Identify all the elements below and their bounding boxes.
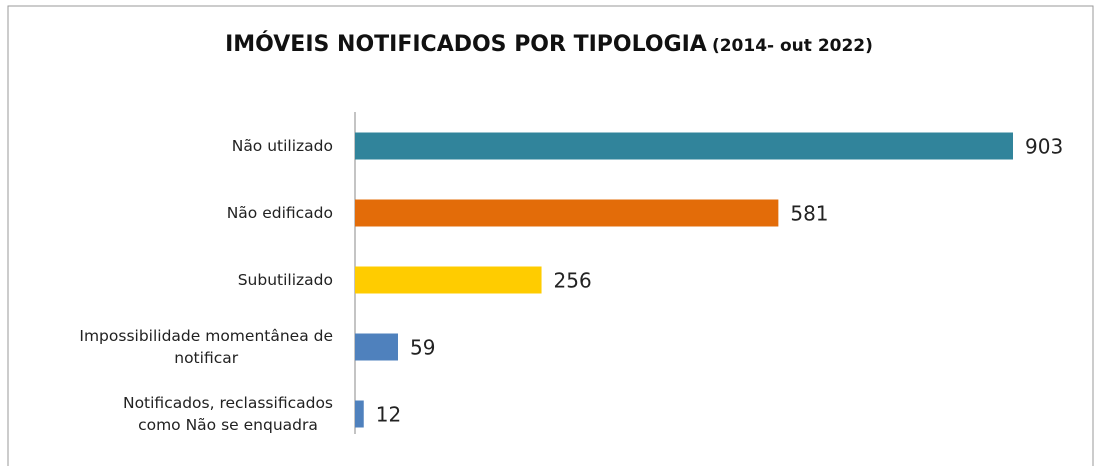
bar (355, 400, 364, 428)
category-label: Não utilizado (231, 137, 333, 155)
bar (355, 333, 398, 361)
value-label: 12 (376, 403, 401, 427)
category-label: Subutilizado (237, 271, 333, 289)
category-label: Impossibilidade momentânea de notificar (79, 327, 333, 367)
value-label: 59 (410, 336, 435, 360)
bar (355, 266, 542, 294)
chart-frame (7, 5, 1094, 466)
chart-subtitle: (2014- out 2022) (711, 36, 873, 56)
value-label: 581 (790, 202, 828, 226)
bar (355, 132, 1013, 160)
value-label: 256 (554, 269, 592, 293)
value-label: 903 (1025, 135, 1063, 159)
bar (355, 199, 779, 227)
category-label: Notificados, reclassificados como Não se… (122, 394, 333, 434)
title-block: IMÓVEIS NOTIFICADOS POR TIPOLOGIA (2014-… (0, 32, 1098, 57)
category-label: Não edificado (226, 204, 333, 222)
chart-title: IMÓVEIS NOTIFICADOS POR TIPOLOGIA (225, 32, 707, 57)
